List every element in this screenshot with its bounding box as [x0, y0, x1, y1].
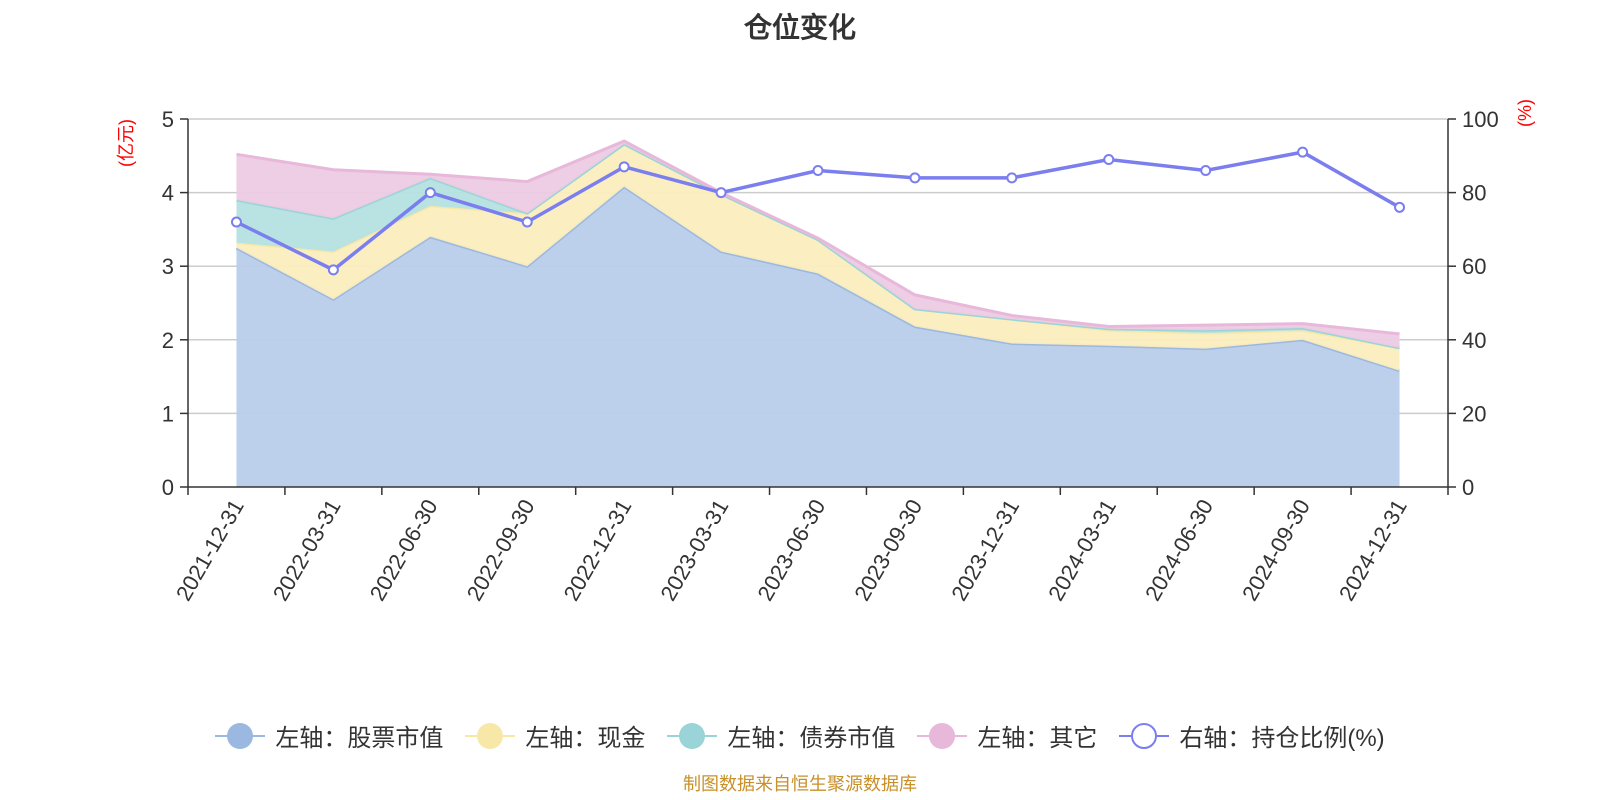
source-note: 制图数据来自恒生聚源数据库: [683, 774, 917, 794]
ratio-point: [424, 187, 436, 199]
x-axis-tick-label: 2024-09-30: [1237, 495, 1315, 605]
ratio-point: [618, 161, 630, 173]
legend-item[interactable]: 左轴：其它: [917, 718, 1097, 753]
x-axis-tick-label: 2024-06-30: [1140, 495, 1218, 605]
chart-title: 仓位变化: [743, 12, 856, 43]
x-axis-tick-label: 2022-09-30: [462, 495, 540, 605]
legend-label: 左轴：债券市值: [727, 725, 896, 752]
right-axis-tick-label: 60: [1462, 254, 1486, 279]
right-axis-unit: (%): [1515, 99, 1535, 127]
right-axis-tick-label: 80: [1462, 181, 1486, 206]
x-axis-tick-label: 2023-03-31: [655, 495, 733, 605]
left-axis-unit: (亿元): [116, 119, 136, 167]
area-series: [235, 139, 1400, 487]
x-axis-tick-label: 2022-03-31: [268, 495, 346, 605]
area-左轴：其它: [236, 141, 1400, 348]
ratio-point: [1006, 172, 1018, 184]
x-axis-tick-label: 2023-12-31: [946, 495, 1024, 605]
left-axis-tick-label: 3: [162, 254, 174, 279]
ratio-point: [715, 187, 727, 199]
ratio-point: [230, 216, 242, 228]
right-axis-tick-label: 0: [1462, 475, 1474, 500]
left-axis-tick-label: 5: [162, 107, 174, 132]
ratio-point: [1297, 146, 1309, 158]
x-axis-tick-label: 2021-12-31: [171, 495, 249, 605]
area-左轴：现金: [236, 144, 1400, 371]
x-axis-tick-label: 2024-03-31: [1043, 495, 1121, 605]
left-axis-tick-label: 1: [162, 401, 174, 426]
legend-swatch-icon: [1119, 722, 1170, 749]
legend-item[interactable]: 右轴：持仓比例(%): [1119, 718, 1385, 753]
right-axis-tick-label: 20: [1462, 401, 1486, 426]
right-axis-tick-label: 100: [1462, 107, 1499, 132]
legend-swatch-icon: [917, 722, 968, 749]
legend-item[interactable]: 左轴：现金: [465, 718, 645, 753]
ratio-point: [1103, 153, 1115, 165]
ratio-point: [521, 216, 533, 228]
x-axis-tick-label: 2024-12-31: [1334, 495, 1412, 605]
legend-label: 左轴：其它: [977, 725, 1098, 752]
left-axis-tick-label: 0: [162, 475, 174, 500]
right-axis-tick-label: 40: [1462, 328, 1486, 353]
ratio-line-series: [230, 146, 1406, 276]
legend-label: 左轴：现金: [525, 725, 646, 752]
legend-swatch-icon: [465, 722, 516, 749]
left-axis-tick-label: 2: [162, 328, 174, 353]
legend-swatch-icon: [667, 722, 718, 749]
ratio-point: [812, 165, 824, 177]
area-edge-左轴：其它: [236, 139, 1400, 336]
legend: 左轴：股票市值 左轴：现金 左轴：债券市值 左轴：其它 右轴：持仓比例(%): [0, 718, 1600, 753]
x-axis-tick-label: 2022-12-31: [559, 495, 637, 605]
ratio-point: [1394, 201, 1406, 213]
left-axis-tick-label: 4: [162, 181, 174, 206]
area-左轴：股票市值: [236, 186, 1400, 487]
legend-label: 左轴：股票市值: [275, 725, 444, 752]
ratio-point: [1200, 165, 1212, 177]
legend-item[interactable]: 左轴：股票市值: [215, 718, 443, 753]
ratio-point: [909, 172, 921, 184]
legend-swatch-icon: [215, 722, 266, 749]
x-axis-tick-label: 2023-06-30: [752, 495, 830, 605]
ratio-point: [327, 264, 339, 276]
x-axis-tick-label: 2022-06-30: [365, 495, 443, 605]
legend-item[interactable]: 左轴：债券市值: [667, 718, 895, 753]
legend-label: 右轴：持仓比例(%): [1179, 725, 1385, 752]
x-axis-tick-label: 2023-09-30: [849, 495, 927, 605]
